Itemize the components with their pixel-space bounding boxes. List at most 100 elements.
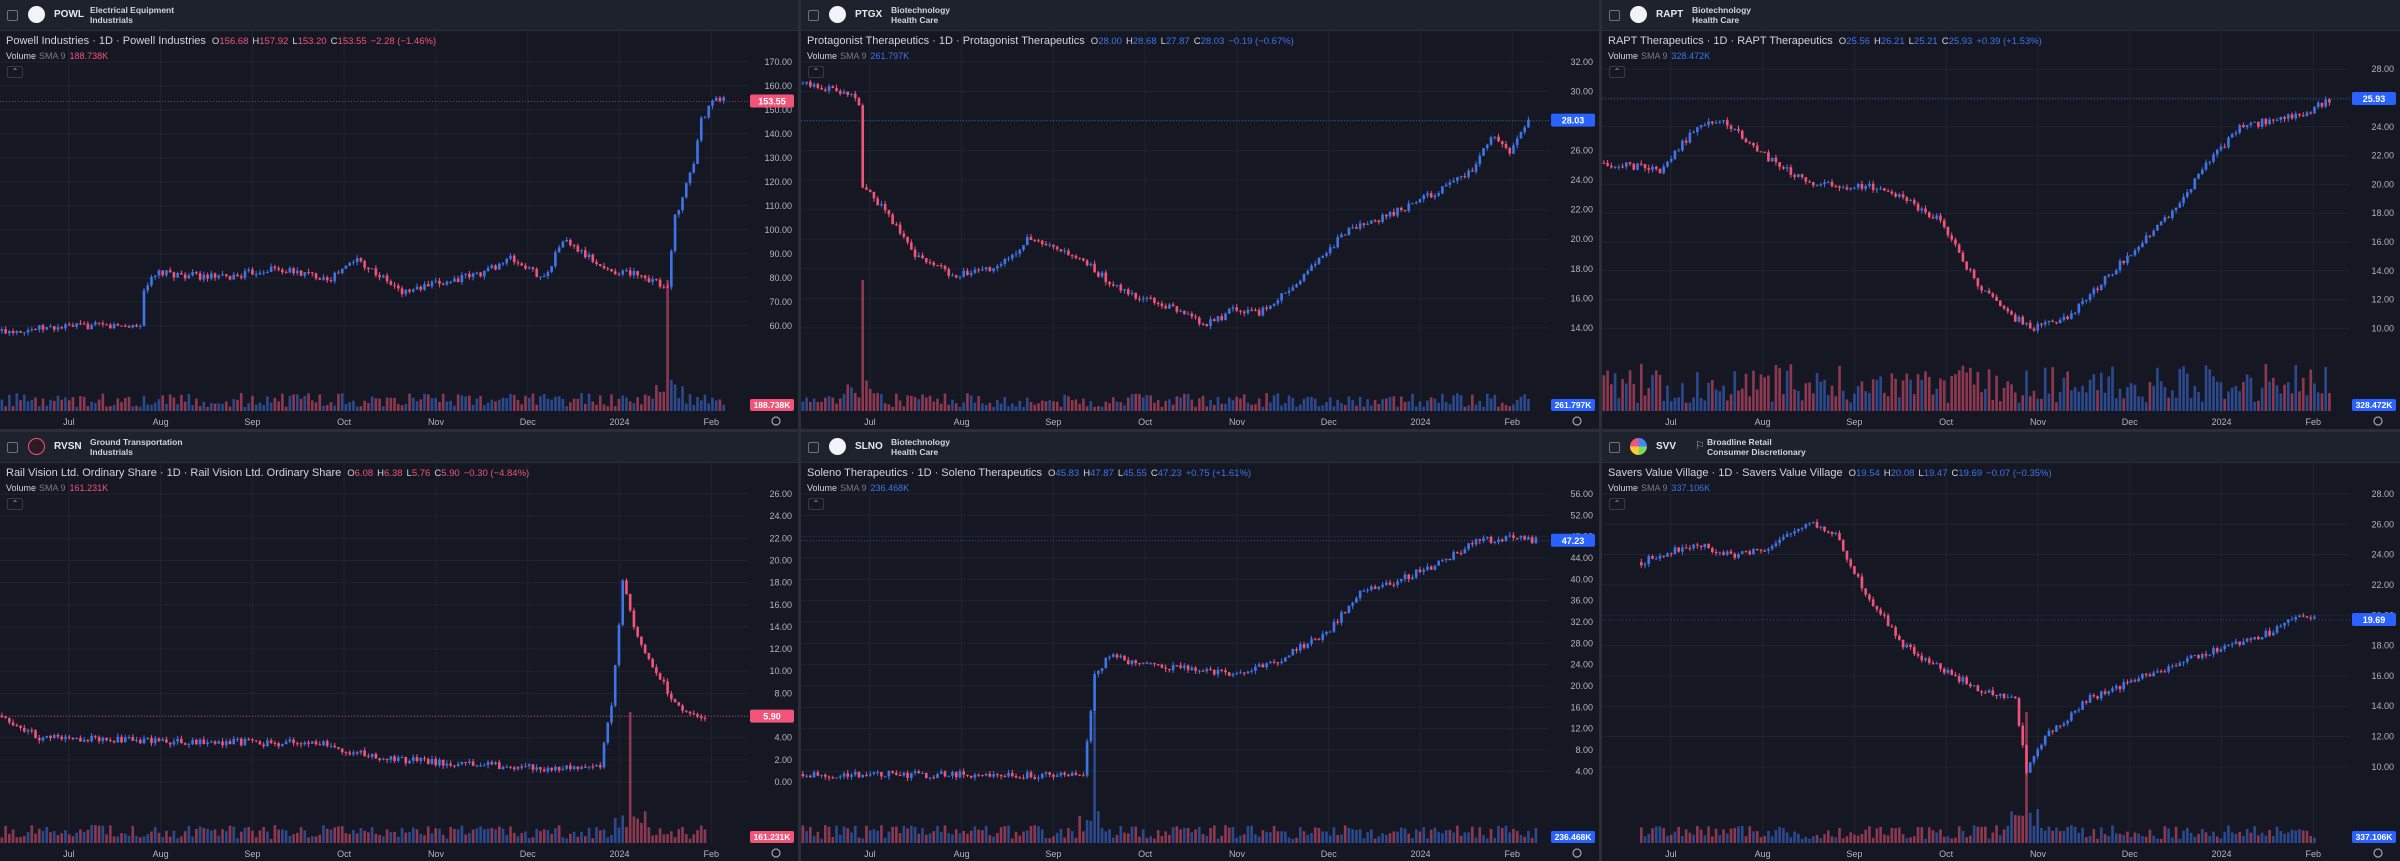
chart-panel-powl[interactable]: 60.00 70.00 80.00 90.00 100.00 110.00 120.00 13… [0,0,798,429]
volume-legend[interactable]: Volume SMA 9 261.797K [807,51,909,61]
plot-area[interactable]: 10.0012.0014.0016.0018.0020.0022.0024.00… [1602,0,2400,429]
volume-bar [936,398,939,411]
candle [880,203,883,206]
collapse-legend-button[interactable]: ⌃ [7,66,23,78]
volume-bar [1950,376,1953,411]
gear-icon[interactable] [1572,848,1582,858]
chart-title-row[interactable]: Soleno Therapeutics · 1D · Soleno Therap… [807,467,1251,479]
volume-bar [2088,379,2092,411]
volume-bar [2002,387,2006,411]
chart-title-row[interactable]: Powell Industries · 1D · Powell Industri… [6,35,436,47]
candle [1231,674,1235,676]
symbol-label[interactable]: PTGX [855,9,883,20]
volume-bar [1969,367,1972,411]
chart-title-row[interactable]: Savers Value Village · 1D · Savers Value… [1608,467,2052,479]
candle [1025,236,1029,246]
candle [1662,166,1666,174]
flag-icon[interactable]: ⚐ [1695,440,1705,452]
collapse-legend-button[interactable]: ⌃ [7,498,23,510]
candle [2066,720,2069,724]
volume-badge-label: 161.231K [754,832,792,842]
candle [2324,99,2327,107]
candle [1070,772,1074,776]
chart-panel-rapt[interactable]: 10.00 12.00 14.00 16.00 18.00 20.00 22.00 24.00… [1602,0,2400,429]
symbol-label[interactable]: RAPT [1656,9,1684,20]
candle [1179,310,1182,312]
collapse-legend-button[interactable]: ⌃ [808,498,824,510]
candle [1362,223,1366,225]
y-tick-label: 18.00 [769,578,792,588]
select-checkbox[interactable] [7,10,18,21]
chart-title-row[interactable]: Rail Vision Ltd. Ordinary Share · 1D · R… [6,467,529,479]
symbol-label[interactable]: POWL [54,9,84,20]
volume-bar [1108,829,1111,843]
plot-area[interactable]: 14.0016.0018.0020.0022.0024.0026.0028.00… [801,0,1599,429]
gear-icon[interactable] [1572,416,1582,426]
ohlc-key-o: O [1090,36,1099,47]
candle [52,734,56,738]
candle [1871,183,1875,190]
collapse-legend-button[interactable]: ⌃ [808,66,824,78]
candle [1370,220,1373,224]
candle [180,738,183,744]
candle [1856,574,1860,577]
candle [831,777,835,779]
chart-title-row[interactable]: Protagonist Therapeutics · 1D · Protagon… [807,35,1294,47]
chart-panel-slno[interactable]: 4.00 8.00 12.00 16.00 20.00 24.00 28.00 32.00 36… [801,432,1599,861]
candle [524,766,527,768]
volume-bar [1164,831,1167,843]
plot-area[interactable]: 0.002.004.006.008.0010.0012.0014.0016.00… [0,432,798,861]
candle [239,276,243,278]
volume-legend[interactable]: Volume SMA 9 161.231K [6,483,108,493]
volume-bar [872,393,876,411]
volume-bar [397,403,400,411]
volume-legend[interactable]: Volume SMA 9 337.106K [1608,483,1710,493]
volume-bar [4,825,7,843]
gear-icon[interactable] [2373,416,2383,426]
symbol-label[interactable]: RVSN [54,441,82,452]
candle [434,758,438,766]
volume-bar [999,403,1003,411]
select-checkbox[interactable] [7,442,18,453]
select-checkbox[interactable] [808,10,819,21]
chart-panel-rvsn[interactable]: 0.002.004.006.008.0010.0012.0014.0016.00… [0,432,798,861]
candle [1448,182,1452,185]
volume-bar [2137,396,2140,411]
volume-bar [932,401,936,411]
volume-bar [640,404,643,411]
chart-panel-ptgx[interactable]: 14.0016.0018.0020.0022.0024.0026.0028.00… [801,0,1599,429]
candle [423,758,426,760]
candle [1388,582,1392,585]
volume-bar [1946,402,1950,411]
plot-area[interactable]: 60.0070.0080.0090.00100.00110.00120.0013… [0,0,798,429]
symbol-label[interactable]: SVV [1656,441,1677,452]
plot-area[interactable]: 10.0012.0014.0016.0018.0020.0022.0024.00… [1602,432,2400,861]
chart-panel-svv[interactable]: 10.0012.0014.0016.0018.0020.0022.0024.00… [1602,432,2400,861]
collapse-legend-button[interactable]: ⌃ [1609,498,1625,510]
volume-bar [112,836,116,843]
candle [1744,551,1748,553]
volume-legend[interactable]: Volume SMA 9 188.738K [6,51,108,61]
select-checkbox[interactable] [1609,442,1620,453]
chart-title-row[interactable]: RAPT Therapeutics · 1D · RAPT Therapeuti… [1608,35,2042,47]
symbol-label[interactable]: SLNO [855,441,883,452]
select-checkbox[interactable] [808,442,819,453]
candle [520,766,524,768]
candle [1894,627,1897,636]
candle [1059,772,1063,776]
candle [2212,154,2215,162]
volume-bar [876,392,879,411]
select-checkbox[interactable] [1609,10,1620,21]
plot-area[interactable]: 4.008.0012.0016.0020.0024.0028.0032.0036… [801,432,1599,861]
volume-legend[interactable]: Volume SMA 9 328.472K [1608,51,1710,61]
volume-legend[interactable]: Volume SMA 9 236.468K [807,483,909,493]
collapse-legend-button[interactable]: ⌃ [1609,66,1625,78]
volume-bar [49,832,52,843]
volume-bar [628,712,632,843]
gear-icon[interactable] [771,416,781,426]
gear-icon[interactable] [771,848,781,858]
volume-bar [393,831,396,843]
gear-icon[interactable] [2373,848,2383,858]
volume-bar [580,831,583,843]
candle [176,273,179,278]
